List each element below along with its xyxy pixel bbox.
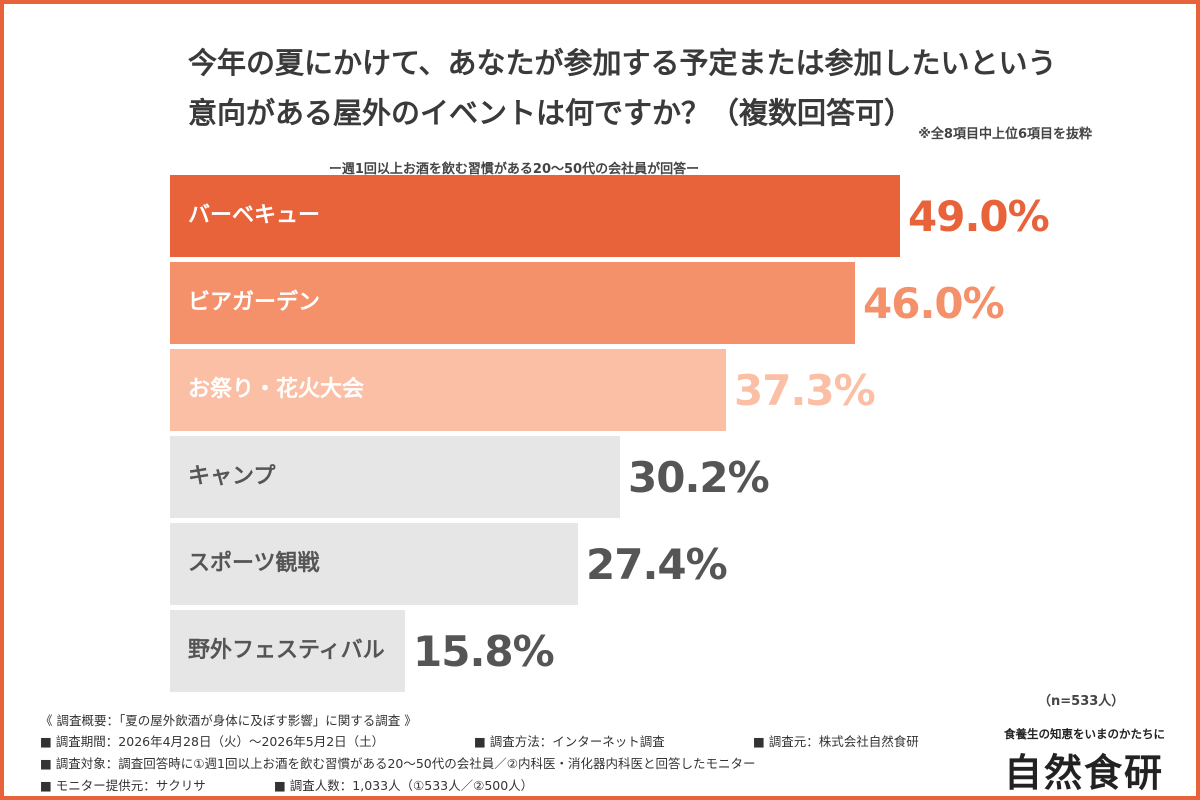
bar — [170, 523, 578, 605]
bar-value-label: 46.0% — [863, 279, 1005, 328]
bar-label: ビアガーデン — [188, 290, 321, 315]
note-top: ※全8項目中上位6項目を抜粋 — [918, 127, 1092, 142]
footer-line-4: ■ モニター提供元：サクリサ ■ 調査人数：1,033人（①533人／②500人… — [40, 775, 533, 794]
bar-value-label: 15.8% — [413, 627, 555, 676]
bar — [170, 175, 900, 257]
footer-line-2: ■ 調査期間：2026年4月28日（火）〜2026年5月2日（土） ■ 調査方法… — [40, 731, 919, 750]
bar-label: お祭り・花火大会 — [188, 377, 365, 402]
footer-count: ■ 調査人数：1,033人（①533人／②500人） — [273, 778, 534, 793]
bar — [170, 262, 855, 344]
title-line-1: 今年の夏にかけて、あなたが参加する予定または参加したいという — [188, 46, 1057, 80]
bar — [170, 610, 405, 692]
bar — [170, 349, 726, 431]
footer-monitor: ■ モニター提供元：サクリサ — [40, 778, 206, 793]
bar-value-label: 37.3% — [734, 366, 876, 415]
title-line-2: 意向がある屋外のイベントは何ですか？（複数回答可） — [188, 96, 914, 130]
chart-subtitle: ー週1回以上お酒を飲む習慣がある20〜50代の会社員が回答ー — [328, 162, 700, 177]
chart-title: 今年の夏にかけて、あなたが参加する予定または参加したいという 意向がある屋外のイ… — [188, 38, 1148, 138]
bar-value-label: 49.0% — [908, 192, 1050, 241]
bar — [170, 436, 620, 518]
sample-size: （n=533人） — [1038, 694, 1125, 709]
bar-label: キャンプ — [188, 464, 276, 489]
bar-value-label: 30.2% — [628, 453, 770, 502]
brand-logo: 自然食研 — [1004, 750, 1165, 795]
brand-tagline: 食養生の知恵をいまのかたちに — [1004, 727, 1165, 741]
bar-label: バーベキュー — [188, 203, 321, 228]
bar-label: 野外フェスティバル — [188, 638, 385, 663]
footer-target: ■ 調査対象：調査回答時に①週1回以上お酒を飲む習慣がある20〜50代の会社員／… — [40, 756, 756, 771]
footer-overview: 《 調査概要：「夏の屋外飲酒が身体に及ぼす影響」に関する調査 》 — [40, 713, 417, 728]
footer-source: ■ 調査元：株式会社自然食研 — [752, 734, 919, 749]
footer-period: ■ 調査期間：2026年4月28日（火）〜2026年5月2日（土） — [40, 734, 385, 749]
footer-method: ■ 調査方法：インターネット調査 — [473, 734, 665, 749]
bar-value-label: 27.4% — [586, 540, 728, 589]
bar-label: スポーツ観戦 — [188, 551, 320, 576]
